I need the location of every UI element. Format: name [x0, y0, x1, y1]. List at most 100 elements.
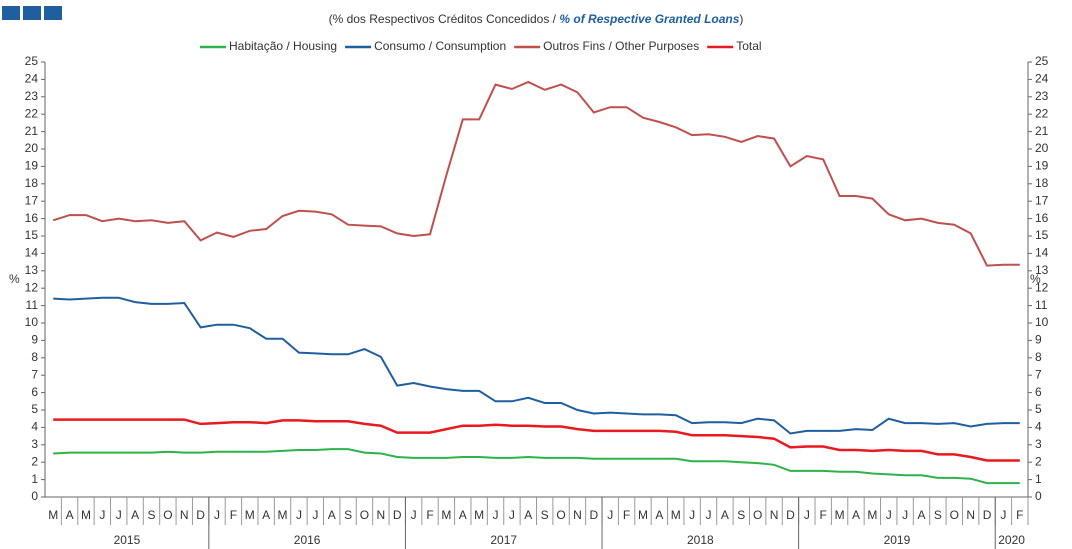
- y-axis-label: %: [9, 272, 20, 286]
- y2-tick-label: 20: [1035, 141, 1049, 155]
- legend-label: Total: [736, 39, 761, 53]
- x-tick-label: S: [147, 508, 155, 522]
- y2-tick-label: 4: [1035, 420, 1042, 434]
- x-tick-label: J: [689, 508, 695, 522]
- series-line: [53, 418, 1020, 462]
- year-label: 2016: [294, 533, 321, 547]
- series-line: [53, 448, 1020, 485]
- x-tick-label: N: [180, 508, 189, 522]
- y2-tick-label: 13: [1035, 263, 1049, 277]
- x-tick-label: A: [721, 508, 729, 522]
- y2-tick-label: 14: [1035, 246, 1049, 260]
- subtitle: (% dos Respectivos Créditos Concedidos /…: [329, 12, 744, 26]
- x-tick-label: A: [524, 508, 532, 522]
- x-tick-label: D: [590, 508, 599, 522]
- x-tick-label: O: [163, 508, 172, 522]
- x-tick-label: A: [459, 508, 467, 522]
- y2-tick-label: 23: [1035, 89, 1049, 103]
- x-tick-label: A: [131, 508, 139, 522]
- x-tick-label: O: [556, 508, 565, 522]
- y2-tick-label: 22: [1035, 106, 1049, 120]
- logo-block: [23, 6, 41, 20]
- x-tick-label: S: [737, 508, 745, 522]
- y2-tick-label: 15: [1035, 228, 1049, 242]
- x-tick-label: O: [360, 508, 369, 522]
- x-tick-label: J: [706, 508, 712, 522]
- x-tick-label: A: [328, 508, 336, 522]
- y2-tick-label: 5: [1035, 402, 1042, 416]
- y-tick-label: 1: [31, 472, 38, 486]
- x-tick-label: D: [983, 508, 992, 522]
- logo-block: [44, 6, 62, 20]
- y2-tick-label: 9: [1035, 333, 1042, 347]
- y-tick-label: 15: [25, 228, 39, 242]
- x-tick-label: J: [493, 508, 499, 522]
- y2-axis-label: %: [1030, 272, 1041, 286]
- x-tick-label: F: [1016, 508, 1023, 522]
- x-tick-label: J: [1000, 508, 1006, 522]
- y-tick-label: 4: [31, 420, 38, 434]
- x-tick-label: D: [393, 508, 402, 522]
- y2-tick-label: 11: [1035, 298, 1048, 312]
- x-tick-label: J: [607, 508, 613, 522]
- x-tick-label: M: [474, 508, 484, 522]
- x-tick-label: M: [867, 508, 877, 522]
- subtitle-en: % of Respective Granted Loans: [559, 12, 739, 26]
- x-tick-label: M: [441, 508, 451, 522]
- subtitle-pt: (% dos Respectivos Créditos Concedidos /: [329, 12, 560, 26]
- x-tick-label: J: [99, 508, 105, 522]
- x-tick-label: D: [786, 508, 795, 522]
- y-tick-label: 11: [26, 298, 39, 312]
- x-tick-label: M: [835, 508, 845, 522]
- y-tick-label: 8: [31, 350, 38, 364]
- x-tick-label: D: [196, 508, 205, 522]
- y-tick-label: 16: [25, 211, 39, 225]
- y2-tick-label: 6: [1035, 385, 1042, 399]
- logo-block: [2, 6, 20, 20]
- x-tick-label: J: [214, 508, 220, 522]
- x-tick-label: O: [753, 508, 762, 522]
- legend-label: Consumo / Consumption: [374, 39, 506, 53]
- x-tick-label: O: [950, 508, 959, 522]
- y-tick-label: 18: [25, 176, 39, 190]
- year-label: 2015: [114, 533, 141, 547]
- y2-tick-label: 17: [1035, 193, 1049, 207]
- x-tick-label: J: [804, 508, 810, 522]
- y2-tick-label: 21: [1035, 124, 1049, 138]
- subtitle-end: ): [739, 12, 743, 26]
- y-tick-label: 22: [25, 106, 39, 120]
- y2-tick-label: 2: [1035, 454, 1042, 468]
- x-tick-label: J: [509, 508, 515, 522]
- x-tick-label: M: [278, 508, 288, 522]
- x-tick-label: J: [411, 508, 417, 522]
- x-tick-label: J: [116, 508, 122, 522]
- y-tick-label: 9: [31, 333, 38, 347]
- x-tick-label: J: [886, 508, 892, 522]
- legend-label: Outros Fins / Other Purposes: [543, 39, 699, 53]
- y2-tick-label: 12: [1035, 280, 1049, 294]
- x-tick-label: N: [573, 508, 582, 522]
- y-tick-label: 24: [25, 72, 39, 86]
- y-tick-label: 20: [25, 141, 39, 155]
- series-line: [52, 80, 1020, 267]
- y2-tick-label: 1: [1035, 472, 1042, 486]
- year-label: 2020: [998, 533, 1025, 547]
- x-tick-label: M: [245, 508, 255, 522]
- x-tick-label: M: [81, 508, 91, 522]
- y2-tick-label: 8: [1035, 350, 1042, 364]
- y-tick-label: 7: [31, 367, 38, 381]
- x-tick-label: M: [638, 508, 648, 522]
- x-tick-label: F: [623, 508, 630, 522]
- y2-tick-label: 16: [1035, 211, 1049, 225]
- x-tick-label: S: [541, 508, 549, 522]
- x-tick-label: J: [296, 508, 302, 522]
- y-tick-label: 19: [25, 159, 39, 173]
- y-tick-label: 10: [25, 315, 39, 329]
- series-line: [53, 296, 1020, 435]
- x-tick-label: J: [902, 508, 908, 522]
- x-tick-label: S: [934, 508, 942, 522]
- y2-tick-label: 10: [1035, 315, 1049, 329]
- x-tick-label: N: [966, 508, 975, 522]
- y2-tick-label: 18: [1035, 176, 1049, 190]
